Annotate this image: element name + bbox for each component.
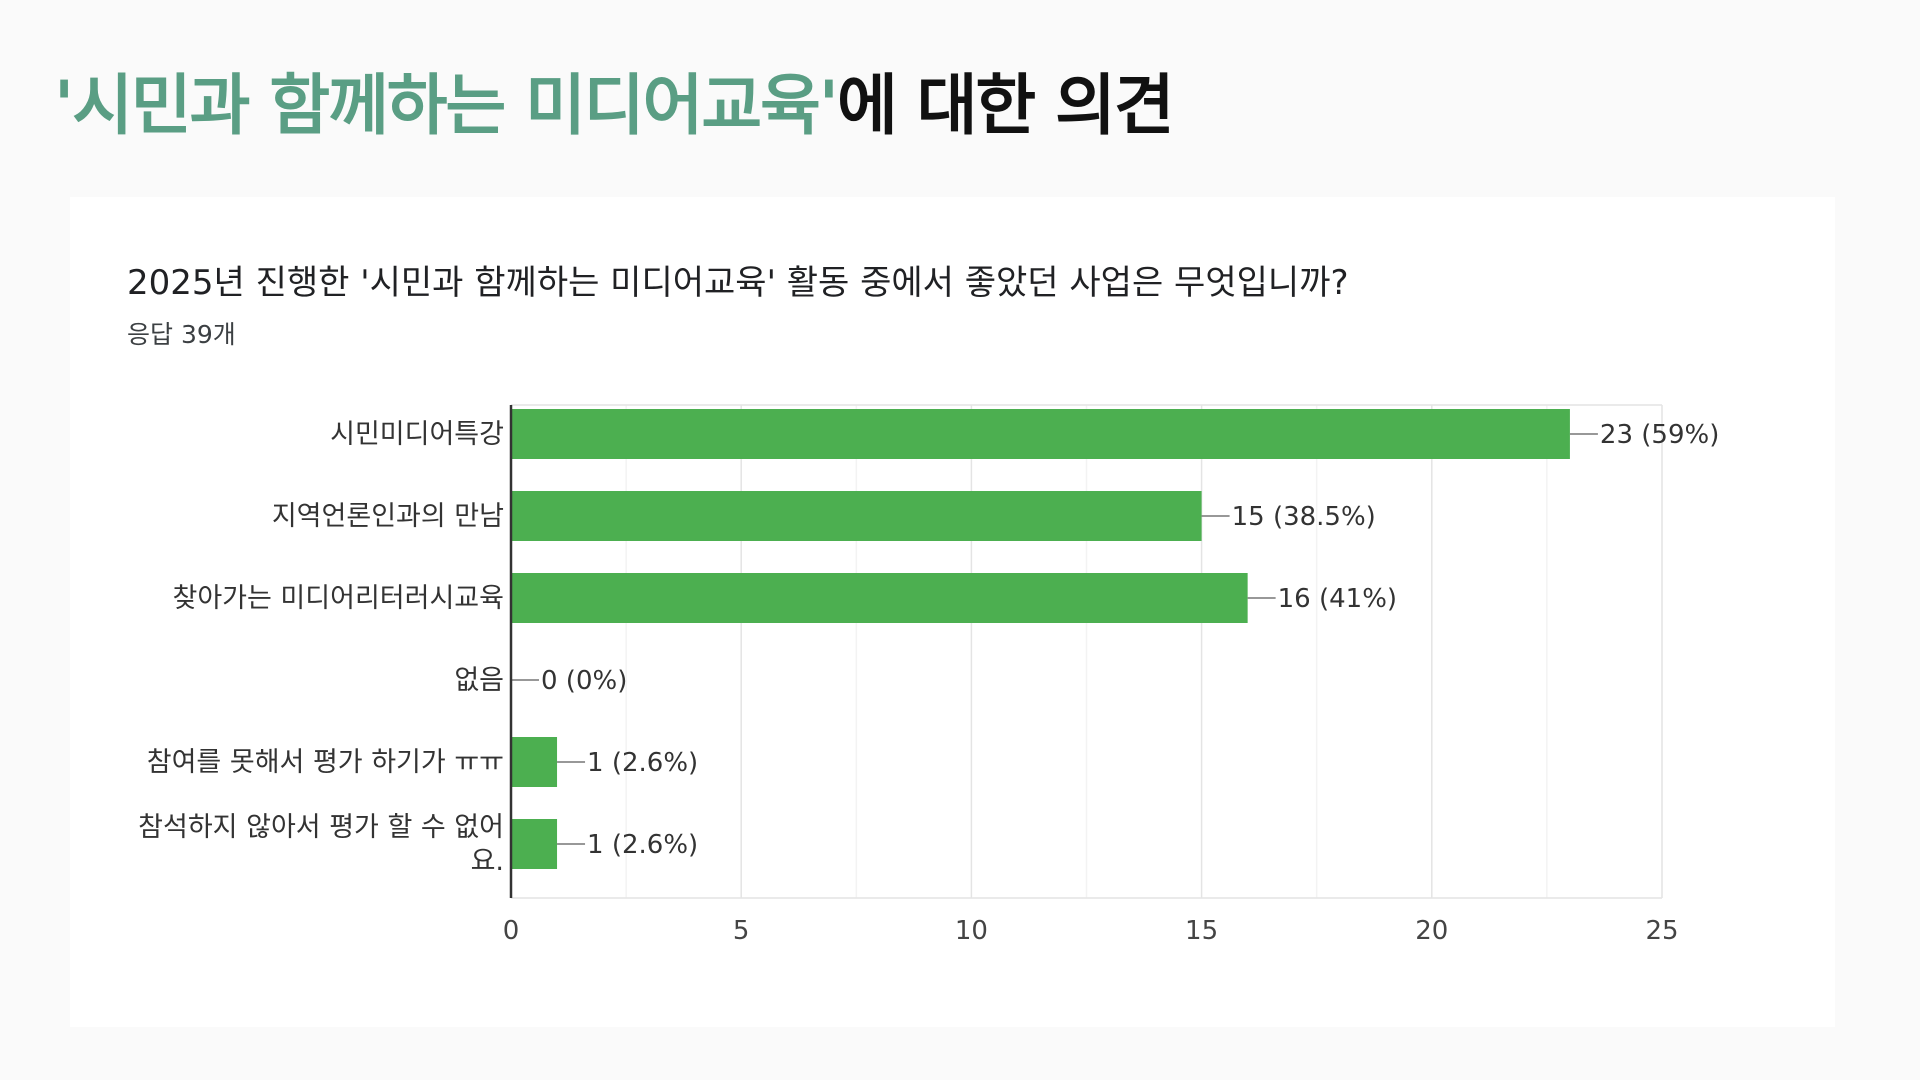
bar xyxy=(511,409,1570,459)
bar xyxy=(511,573,1248,623)
slide-title-rest: 에 대한 의견 xyxy=(837,67,1175,144)
bar xyxy=(511,819,558,869)
x-tick-label: 0 xyxy=(503,916,520,946)
survey-result-card: 2025년 진행한 '시민과 함께하는 미디어교육' 활동 중에서 좋았던 사업… xyxy=(70,197,1835,1027)
question-title: 2025년 진행한 '시민과 함께하는 미디어교육' 활동 중에서 좋았던 사업… xyxy=(127,263,1349,303)
category-label: 참여를 못해서 평가 하기가 ㅠㅠ xyxy=(147,747,504,778)
x-tick-label: 5 xyxy=(733,916,750,946)
bar-value-label: 23 (59%) xyxy=(1600,420,1719,450)
bar-value-label: 15 (38.5%) xyxy=(1232,502,1376,532)
slide-title-accent: '시민과 함께하는 미디어교육' xyxy=(54,67,839,144)
bar-value-label: 1 (2.6%) xyxy=(587,748,698,778)
bar xyxy=(511,491,1202,541)
x-tick-label: 15 xyxy=(1185,916,1218,946)
bar-value-label: 1 (2.6%) xyxy=(587,830,698,860)
bar-value-label: 16 (41%) xyxy=(1278,584,1397,614)
category-label: 요. xyxy=(471,846,504,877)
category-label: 시민미디어특강 xyxy=(330,419,504,450)
category-label: 찾아가는 미디어리터러시교육 xyxy=(172,583,504,614)
response-count: 응답 39개 xyxy=(127,320,236,349)
x-tick-label: 20 xyxy=(1415,916,1448,946)
x-tick-label: 25 xyxy=(1645,916,1678,946)
category-label: 참석하지 않아서 평가 할 수 없어 xyxy=(138,812,504,843)
slide-title: '시민과 함께하는 미디어교육'에 대한 의견 xyxy=(54,62,1175,150)
bar xyxy=(511,737,558,787)
bar-value-label: 0 (0%) xyxy=(541,666,627,696)
category-label: 지역언론인과의 만남 xyxy=(272,501,504,532)
category-label: 없음 xyxy=(454,665,504,696)
bar-chart: 0 5 10 15 20 25 23 (59%) 시민미디어특강 15 (38.5%) 지역언론인… xyxy=(138,404,1719,946)
x-tick-label: 10 xyxy=(955,916,988,946)
